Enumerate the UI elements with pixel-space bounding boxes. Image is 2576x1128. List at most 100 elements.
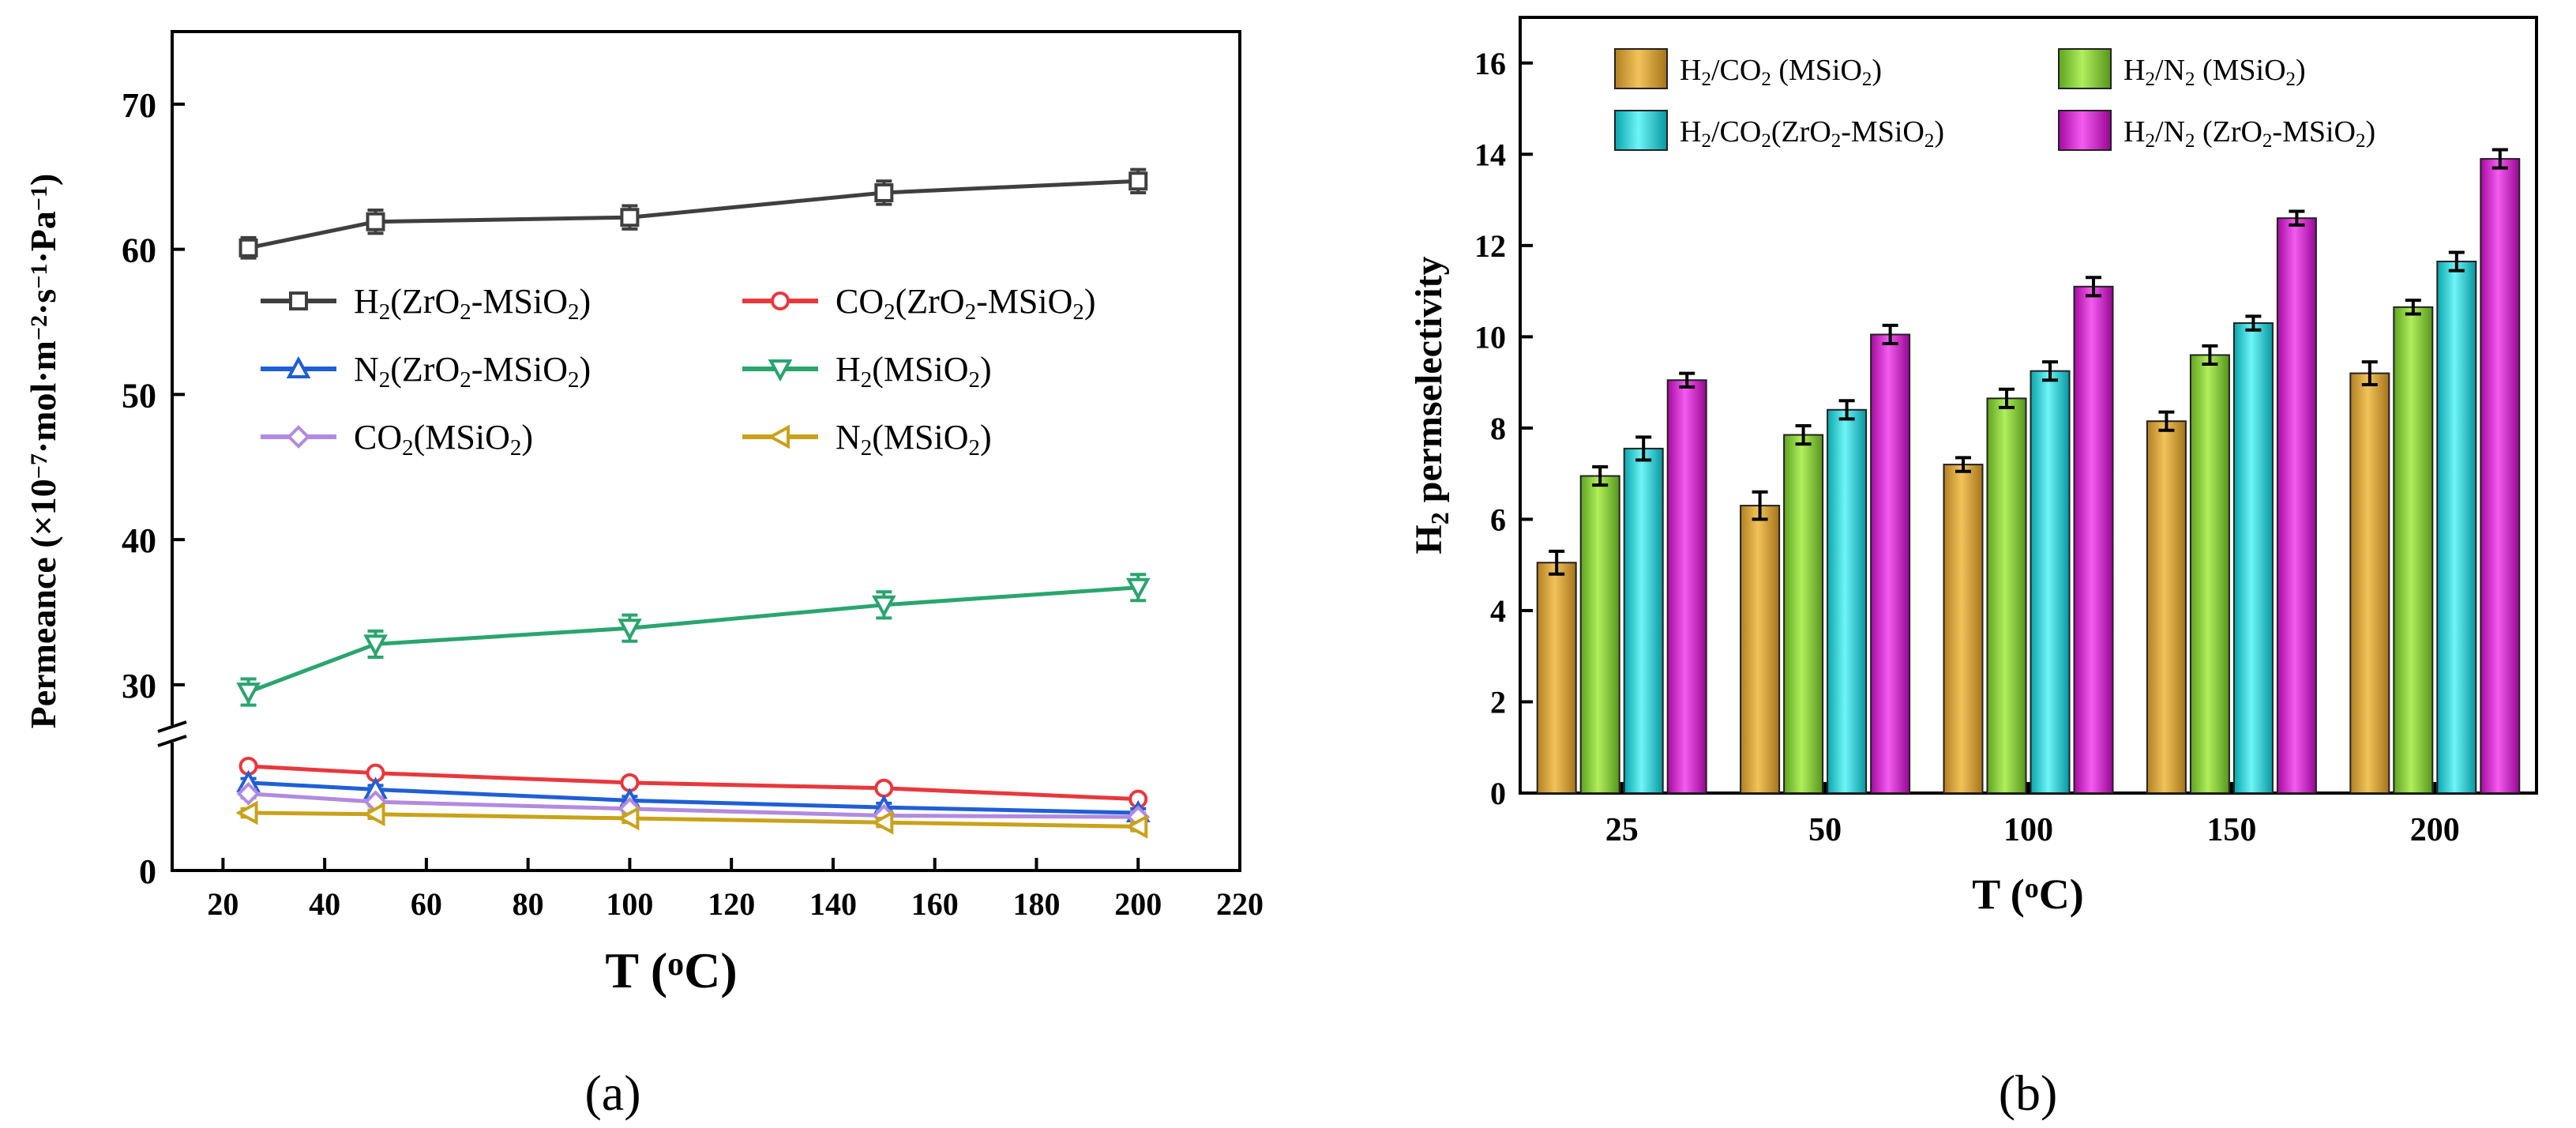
data-point-circle <box>874 778 894 798</box>
y-axis-label: H2 permselectivity <box>1408 256 1454 554</box>
legend-label: H2(ZrO2-MSiO2) <box>354 282 591 325</box>
y-tick-label: 70 <box>122 86 156 125</box>
x-tick-label: 200 <box>1114 886 1162 922</box>
bar <box>1870 333 1911 794</box>
bar <box>1827 408 1868 795</box>
series-line <box>236 573 1151 707</box>
y-tick-label: 0 <box>139 852 156 891</box>
legend: H2(ZrO2-MSiO2) CO2(ZrO2-MSiO2) N2(ZrO2-MSi… <box>261 282 1096 461</box>
axis-break-mark <box>157 735 187 747</box>
data-point-triangle-up <box>286 355 311 378</box>
legend-entry: H2/N2 (MSiO2) <box>2058 48 2306 90</box>
bar <box>2030 370 2071 795</box>
data-point-triangle-down <box>236 682 261 705</box>
legend-entry: H2/CO2(ZrO2-MSiO2) <box>1614 110 1944 152</box>
data-point-triangle-left <box>362 802 385 827</box>
legend-entry: H2/N2 (ZrO2-MSiO2) <box>2058 110 2375 152</box>
bar <box>1666 379 1707 794</box>
x-tick-label: 160 <box>911 886 959 922</box>
series-line <box>238 757 1148 809</box>
bar <box>2073 285 2114 794</box>
y-tick-label: 14 <box>1474 137 1506 172</box>
data-point-triangle-down <box>1125 577 1151 600</box>
y-tick-label: 60 <box>122 231 156 270</box>
x-tick-label: 60 <box>411 886 442 922</box>
legend-label: H2/N2 (MSiO2) <box>2124 54 2306 90</box>
panel-label-b: (b) <box>1999 1065 2058 1121</box>
x-axis-label: T (oC) <box>605 942 737 998</box>
data-point-square <box>366 212 385 231</box>
x-axis-label: T (oC) <box>1972 870 2084 918</box>
bar <box>2146 420 2187 794</box>
data-point-triangle-down <box>871 595 896 618</box>
legend-label: H2/CO2 (MSiO2) <box>1680 54 1882 90</box>
y-tick-label: 4 <box>1490 593 1506 629</box>
data-series <box>235 167 1151 839</box>
legend-label: N2(ZrO2-MSiO2) <box>354 350 591 393</box>
bar <box>1623 447 1664 794</box>
legend-entry: CO2(ZrO2-MSiO2) <box>742 282 1096 325</box>
x-tick-label: 80 <box>513 886 544 922</box>
permselectivity-bar-chart: 0 2 4 6 8 10 12 14 16 25 50 100 150 200 H2/CO2 (MSiO2… <box>1408 16 2538 1121</box>
data-point-triangle-left <box>1125 814 1148 839</box>
data-point-diamond <box>287 425 310 449</box>
legend-label: H2(MSiO2) <box>836 350 992 393</box>
legend-label: CO2(ZrO2-MSiO2) <box>836 282 1096 325</box>
y-axis-label: Permeance (×10−7·mol·m−2·s−1·Pa−1) <box>23 174 63 729</box>
y-tick-label: 40 <box>122 521 156 560</box>
bar <box>1783 434 1824 794</box>
data-point-diamond <box>236 781 261 806</box>
bar <box>2436 261 2477 794</box>
bar <box>2480 158 2521 794</box>
x-tick-label: 120 <box>708 886 755 922</box>
x-tick-label: 150 <box>2206 812 2256 848</box>
legend-label: H2/CO2(ZrO2-MSiO2) <box>1680 115 1944 152</box>
legend-label: CO2(MSiO2) <box>354 418 533 461</box>
bar <box>1986 397 2027 794</box>
data-point-triangle-left <box>767 424 790 449</box>
y-tick-label: 0 <box>1490 776 1506 811</box>
y-tick-label: 10 <box>1474 319 1506 355</box>
permeance-line-chart: 20 40 60 80 100 120 140 160 180 200 220 0 30 40 50 60 70… <box>23 30 1264 1121</box>
y-tick-label: 30 <box>122 667 156 705</box>
x-tick-label: 25 <box>1605 812 1639 848</box>
bar <box>1740 505 1781 794</box>
x-tick-label: 20 <box>207 886 238 922</box>
data-point-triangle-down <box>618 619 642 641</box>
bar <box>2276 217 2317 794</box>
bar <box>1536 562 1577 794</box>
legend-entry: H2/CO2 (MSiO2) <box>1614 48 1882 90</box>
legend: H2/CO2 (MSiO2) H2/N2 (MSiO2) H2/CO2(ZrO2-M… <box>1614 48 2375 152</box>
legend-swatch <box>1614 48 1668 89</box>
x-tick-label: 200 <box>2410 812 2460 848</box>
x-tick-label: 180 <box>1012 886 1060 922</box>
y-tick-label: 2 <box>1490 684 1506 720</box>
data-point-square <box>289 291 308 310</box>
legend-entry: H2(MSiO2) <box>742 350 992 393</box>
legend-swatch <box>2058 48 2112 89</box>
legend-entry: CO2(MSiO2) <box>261 418 533 461</box>
data-point-triangle-left <box>871 810 894 835</box>
bar <box>2189 354 2230 795</box>
legend-entry: H2(ZrO2-MSiO2) <box>261 282 591 325</box>
y-tick-label: 8 <box>1490 411 1506 446</box>
data-point-triangle-left <box>617 806 640 831</box>
x-tick-label: 100 <box>2003 812 2053 848</box>
axis-break-mark <box>157 720 187 733</box>
y-tick-label: 50 <box>122 376 156 415</box>
data-point-triangle-down <box>768 359 793 382</box>
data-point-triangle-down <box>363 634 388 657</box>
bar <box>1943 464 1984 794</box>
bar <box>2393 306 2434 794</box>
legend-entry: N2(ZrO2-MSiO2) <box>261 350 591 393</box>
y-tick-label: 6 <box>1490 502 1506 537</box>
data-point-square <box>1128 171 1148 191</box>
panel-label-a: (a) <box>584 1065 640 1121</box>
legend-entry: N2(MSiO2) <box>742 418 992 461</box>
axis-ticks: 20 40 60 80 100 120 140 160 180 200 220 0 30 40 50 60 70 <box>122 86 1264 922</box>
legend-swatch <box>1614 110 1668 151</box>
x-tick-label: 140 <box>809 886 857 922</box>
data-point-circle <box>771 291 790 310</box>
axis-ticks: 0 2 4 6 8 10 12 14 16 25 50 100 150 200 <box>1474 46 2460 848</box>
